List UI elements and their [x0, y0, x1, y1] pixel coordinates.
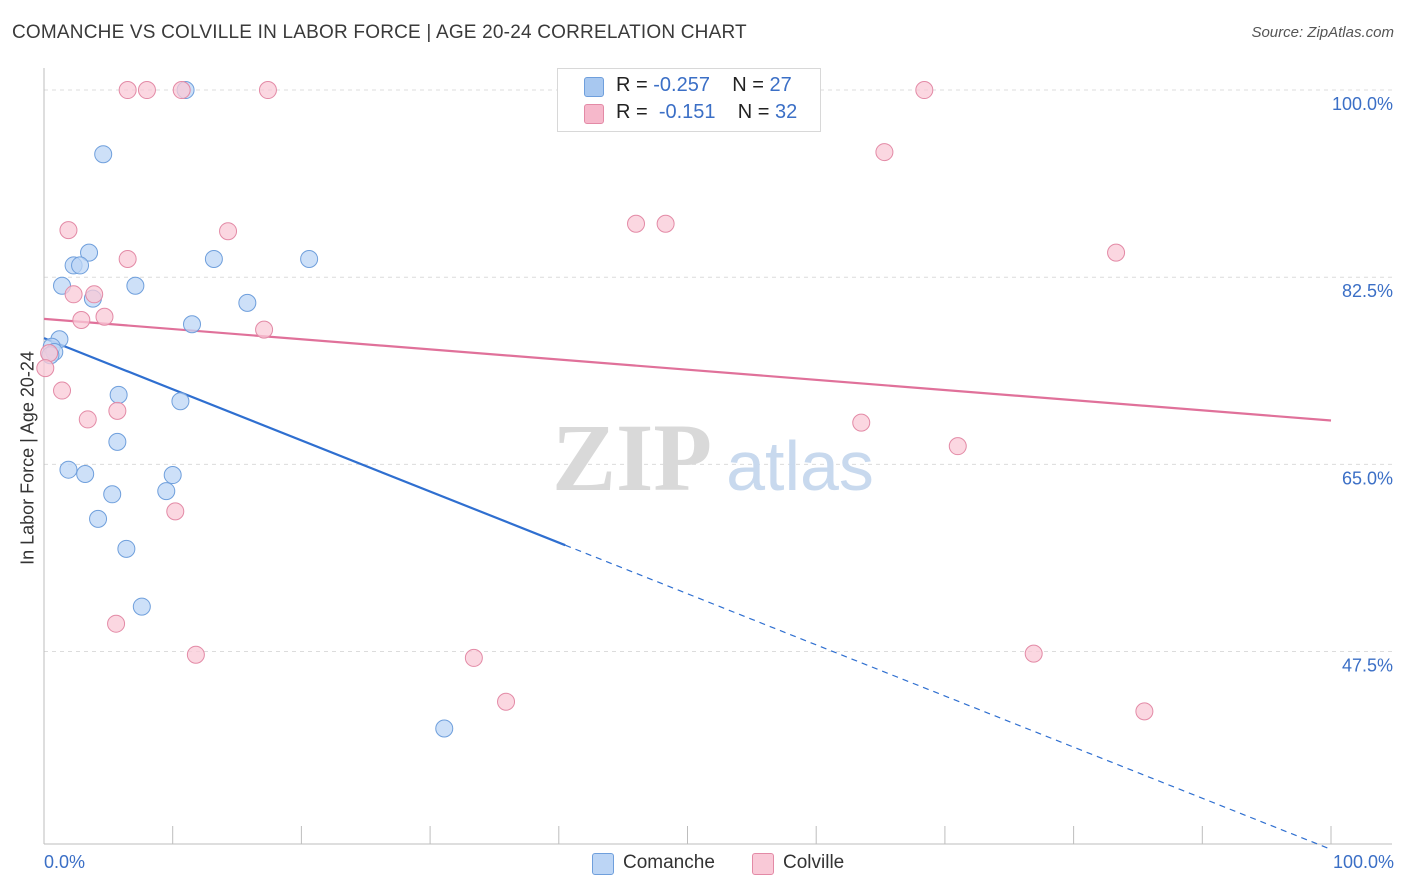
data-point-colville — [627, 214, 646, 233]
data-point-colville — [85, 285, 104, 304]
data-point-colville — [59, 221, 78, 240]
y-tick-label: 100.0% — [1332, 94, 1393, 114]
data-point-colville — [255, 320, 274, 339]
data-point-colville — [40, 344, 59, 363]
watermark-zip: ZIP — [552, 404, 712, 511]
data-point-colville — [118, 250, 137, 269]
x-tick-label-min: 0.0% — [44, 852, 86, 872]
bottom-legend-label: Comanche — [623, 852, 715, 873]
data-point-colville — [118, 81, 137, 100]
data-point-colville — [95, 307, 114, 326]
legend-swatch-colville — [584, 104, 604, 124]
data-point-comanche — [132, 597, 151, 616]
data-point-comanche — [435, 719, 454, 738]
data-point-comanche — [109, 385, 128, 404]
data-point-comanche — [126, 276, 145, 295]
source-credit: Source: ZipAtlas.com — [1251, 24, 1394, 41]
data-point-comanche — [238, 293, 257, 312]
data-point-comanche — [71, 256, 90, 275]
data-point-colville — [1135, 702, 1154, 721]
watermark-atlas: atlas — [726, 427, 874, 505]
data-point-colville — [1024, 644, 1043, 663]
data-point-colville — [36, 359, 55, 378]
legend-r-value: -0.257 — [653, 74, 710, 96]
data-point-colville — [166, 502, 185, 521]
data-point-comanche — [183, 315, 202, 334]
trend-line-extension-comanche — [565, 544, 1332, 850]
legend-n-label: N = — [732, 74, 764, 96]
data-point-comanche — [103, 485, 122, 504]
data-point-comanche — [89, 509, 108, 528]
data-point-colville — [875, 143, 894, 162]
data-point-colville — [172, 81, 191, 100]
legend-n-value: 27 — [769, 74, 792, 96]
data-point-comanche — [117, 539, 136, 558]
data-point-colville — [258, 81, 277, 100]
data-point-comanche — [163, 466, 182, 485]
bottom-legend-swatch-colville — [752, 853, 774, 875]
data-point-comanche — [76, 464, 95, 483]
trend-line-comanche — [43, 337, 566, 547]
data-point-colville — [497, 692, 516, 711]
bottom-legend-label: Colville — [783, 852, 845, 873]
data-point-colville — [219, 222, 238, 241]
data-point-colville — [78, 410, 97, 429]
data-point-colville — [656, 214, 675, 233]
x-tick-label-max: 100.0% — [1332, 852, 1394, 872]
y-tick-label: 47.5% — [1342, 656, 1393, 676]
data-point-comanche — [157, 482, 176, 501]
legend-box: R = -0.257 N = 27 R = -0.151 N = 32 — [557, 68, 821, 132]
legend-swatch-comanche — [584, 77, 604, 97]
data-point-colville — [1107, 243, 1126, 262]
legend-r-label: R = — [616, 74, 648, 96]
data-point-colville — [186, 645, 205, 664]
data-point-comanche — [59, 460, 78, 479]
y-tick-label: 65.0% — [1342, 468, 1393, 488]
data-point-comanche — [171, 392, 190, 411]
data-point-colville — [108, 401, 127, 420]
data-point-colville — [852, 413, 871, 432]
bottom-legend-swatch-comanche — [592, 853, 614, 875]
data-point-colville — [107, 614, 126, 633]
data-point-comanche — [108, 432, 127, 451]
data-point-colville — [464, 648, 483, 667]
data-point-comanche — [94, 145, 113, 164]
data-point-colville — [64, 285, 83, 304]
data-point-colville — [72, 310, 91, 329]
legend-r-label: R = — [616, 101, 648, 123]
data-point-comanche — [300, 250, 319, 269]
data-point-colville — [948, 437, 967, 456]
data-point-comanche — [204, 250, 223, 269]
legend-r-value: -0.151 — [658, 101, 716, 123]
chart-title: COMANCHE VS COLVILLE IN LABOR FORCE | AG… — [12, 22, 747, 43]
legend-n-label: N = — [737, 101, 770, 123]
data-point-comanche — [80, 243, 99, 262]
legend-n-value: 32 — [775, 101, 798, 123]
data-point-colville — [137, 81, 156, 100]
data-point-colville — [915, 81, 934, 100]
data-point-colville — [53, 381, 72, 400]
y-tick-label: 82.5% — [1342, 281, 1393, 301]
